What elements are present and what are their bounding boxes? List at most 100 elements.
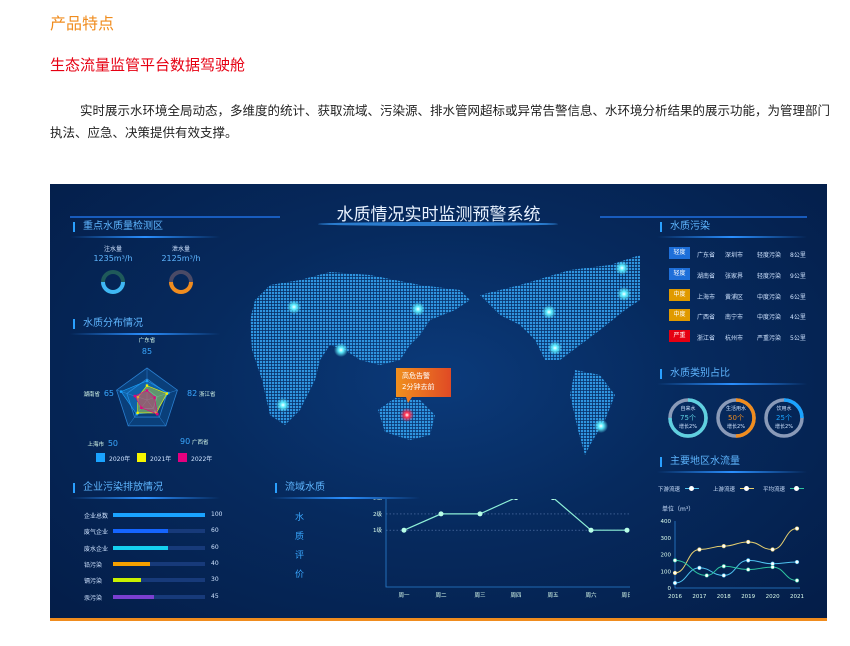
legend-label: 下游流速	[658, 487, 681, 493]
pollution-province: 广西省	[697, 314, 716, 322]
radar-axis-label: 广西省	[192, 438, 209, 446]
map-marker[interactable]	[594, 419, 608, 433]
flow-point[interactable]	[794, 526, 800, 531]
flow-point[interactable]	[746, 539, 751, 545]
pollution-province: 湖南省	[697, 272, 716, 280]
flow-point[interactable]	[721, 573, 726, 578]
radar-series	[134, 390, 158, 415]
radar-point	[153, 396, 156, 399]
category-donut	[764, 398, 804, 438]
basin-point[interactable]	[401, 527, 407, 533]
legend-dot	[794, 486, 799, 491]
category-growth: 增长2%	[775, 424, 793, 430]
flow-point[interactable]	[770, 564, 775, 570]
x-tick-label: 周日	[621, 592, 630, 599]
map-marker[interactable]	[615, 261, 629, 275]
basin-section-title: 流域水质	[275, 483, 325, 493]
y-tick-label: 3级	[373, 499, 382, 502]
legend-swatch	[96, 453, 105, 462]
bar-label: 汞污染	[84, 594, 103, 602]
radar-point	[155, 411, 158, 415]
radar-section-title: 水质分布情况	[73, 319, 143, 329]
map-marker[interactable]	[548, 341, 562, 355]
basin-line	[403, 499, 627, 531]
bar-track	[113, 594, 205, 599]
severity-badge: 严重	[669, 330, 690, 343]
callout-pointer	[406, 397, 412, 403]
map-marker[interactable]	[287, 300, 301, 314]
pollution-type: 严重污染	[757, 335, 782, 343]
flow-series-line	[674, 528, 798, 574]
radar-point	[136, 411, 139, 415]
flow-point[interactable]	[721, 564, 726, 569]
bar-track	[113, 578, 205, 583]
radar-axis-value: 50	[108, 439, 118, 448]
flow-point[interactable]	[697, 547, 702, 552]
alert-marker[interactable]	[400, 408, 414, 422]
flow-point[interactable]	[794, 578, 800, 583]
flow-point[interactable]	[672, 580, 678, 586]
radar-point	[154, 410, 157, 413]
bar-fill	[113, 594, 155, 599]
flow-point[interactable]	[672, 570, 678, 576]
y-tick-label: 100	[661, 569, 672, 575]
bar-value: 100	[211, 511, 223, 518]
bar-value: 30	[211, 576, 219, 584]
basin-point[interactable]	[477, 511, 483, 517]
legend-swatch	[137, 453, 146, 462]
basin-point[interactable]	[550, 499, 556, 501]
category-name: 饮用水	[776, 406, 792, 412]
radar-series	[137, 385, 168, 414]
category-count: 50个	[728, 414, 744, 422]
flow-point[interactable]	[721, 544, 726, 549]
legend-label: 2021年	[150, 456, 172, 463]
dashboard-title: 水质情况实时监测预警系统	[336, 205, 541, 225]
x-tick-label: 2021	[790, 594, 804, 600]
radar-point	[136, 395, 140, 399]
x-tick-label: 2017	[692, 594, 706, 600]
flow-series-line	[674, 559, 798, 584]
map-marker[interactable]	[617, 287, 631, 301]
legend-dot	[689, 486, 694, 491]
flow-point[interactable]	[746, 558, 751, 563]
pollution-dist: 9公里	[790, 272, 806, 280]
pollution-type: 中度污染	[757, 293, 782, 301]
bar-label: 铅污染	[84, 561, 103, 569]
x-tick-label: 2019	[741, 594, 755, 600]
legend-label: 2020年	[109, 456, 131, 463]
flow-point[interactable]	[770, 547, 775, 552]
map-marker[interactable]	[276, 398, 290, 412]
basin-point[interactable]	[438, 511, 444, 517]
pollution-section-title: 水质污染	[660, 222, 710, 232]
x-tick-label: 周三	[474, 592, 486, 599]
legend-label: 平均流速	[763, 487, 786, 493]
radar-point	[167, 391, 170, 395]
basin-point[interactable]	[588, 527, 594, 533]
basin-point[interactable]	[624, 527, 630, 533]
radar-point	[119, 390, 123, 393]
basin-point[interactable]	[513, 499, 519, 501]
flow-point[interactable]	[794, 559, 800, 565]
pollution-type: 轻度污染	[757, 252, 782, 259]
x-tick-label: 周二	[435, 592, 447, 599]
bar-fill	[113, 529, 169, 534]
severity-badge: 中度	[669, 288, 690, 301]
flow-point[interactable]	[672, 558, 678, 563]
radar-axis-label: 上海市	[87, 440, 104, 448]
flow-point[interactable]	[697, 565, 702, 571]
map-marker[interactable]	[411, 302, 425, 316]
x-tick-label: 2020	[766, 594, 780, 600]
radar-point	[145, 384, 149, 387]
category-section-title: 水质类别占比	[660, 369, 730, 379]
map-marker[interactable]	[334, 343, 348, 357]
pollution-dist: 8公里	[790, 252, 806, 259]
pollution-dist: 6公里	[790, 293, 806, 301]
bar-track	[113, 561, 205, 566]
map-marker[interactable]	[542, 305, 556, 319]
alert-callout[interactable]: 高危告警 2分钟去前	[396, 368, 451, 397]
flow-point[interactable]	[704, 573, 709, 578]
monitor-value: 1235m³/h	[93, 254, 133, 263]
category-donut	[716, 398, 756, 438]
flow-point[interactable]	[746, 567, 751, 572]
